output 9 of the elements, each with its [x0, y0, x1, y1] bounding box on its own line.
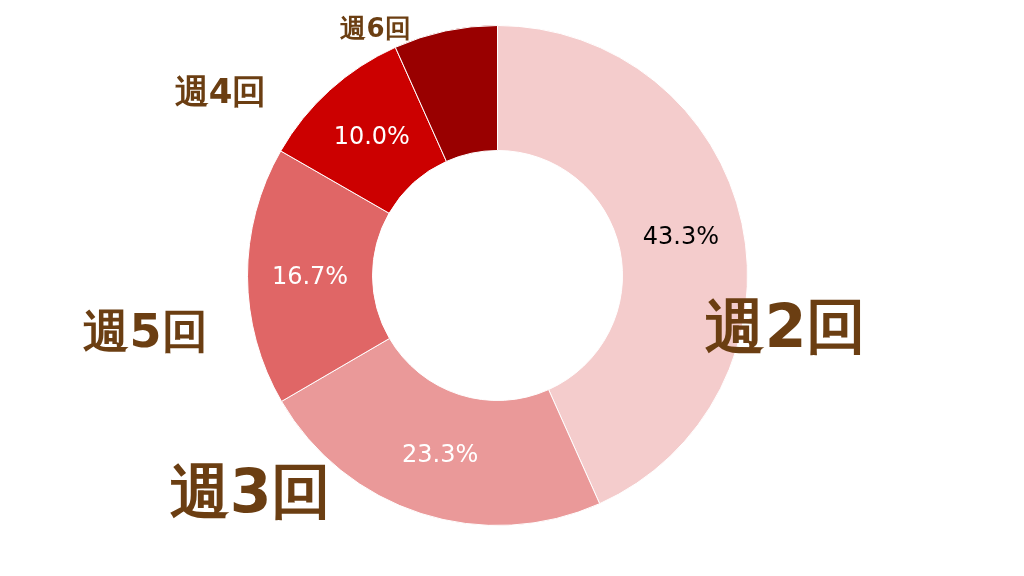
- slice-label: 週6回: [340, 12, 411, 43]
- data-label: 43.3%: [642, 222, 719, 251]
- data-label: 16.7%: [271, 262, 349, 291]
- slice-label: 週2回: [704, 290, 867, 361]
- slice-label: 週5回: [83, 303, 208, 358]
- data-label: 23.3%: [402, 440, 479, 468]
- data-label: 10.0%: [333, 122, 410, 151]
- slice-label: 週3回: [169, 455, 332, 526]
- slice-label: 週4回: [174, 70, 267, 111]
